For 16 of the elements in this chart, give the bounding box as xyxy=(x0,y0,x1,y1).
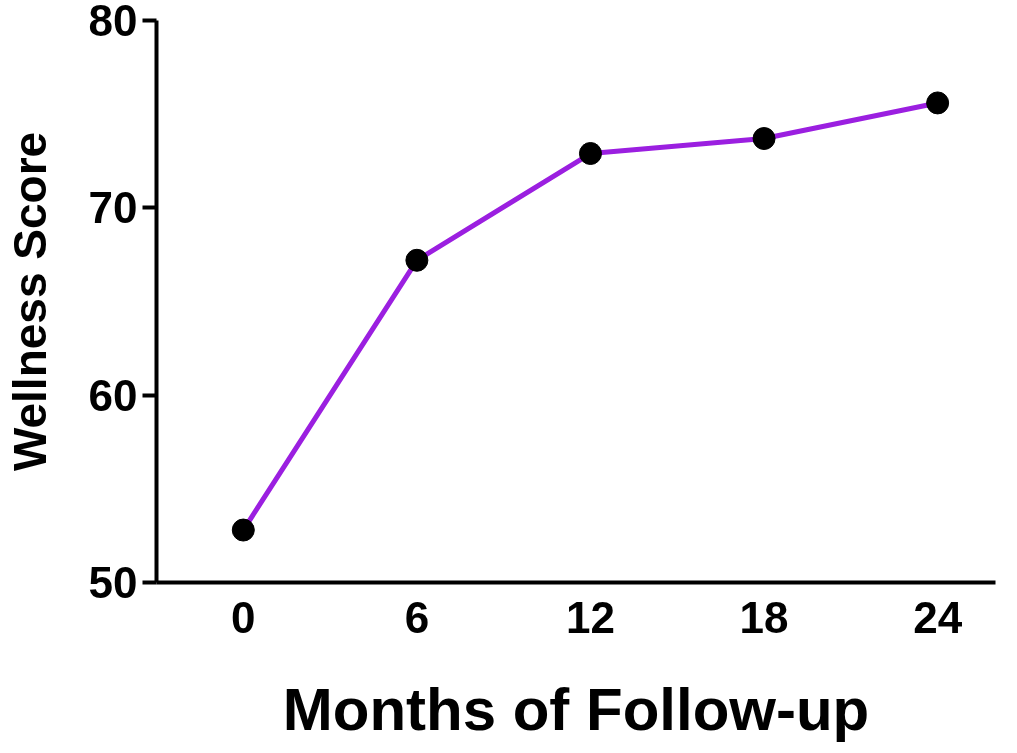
point xyxy=(231,518,255,542)
y-tick-label: 60 xyxy=(88,370,138,420)
x-axis-title: Months of Follow-up xyxy=(282,675,870,743)
y-tick-label: 70 xyxy=(88,183,138,233)
x-tick-label: 6 xyxy=(404,592,430,642)
x-tick-label: 18 xyxy=(739,592,789,642)
point xyxy=(578,142,602,165)
point xyxy=(405,248,429,272)
x-tick-label: 24 xyxy=(913,592,963,642)
y-tick-label: 80 xyxy=(88,0,138,45)
y-axis-title: Wellness Score xyxy=(3,131,56,472)
point xyxy=(926,91,950,115)
x-tick-label: 12 xyxy=(565,592,615,642)
point xyxy=(752,127,776,150)
x-tick-label: 0 xyxy=(231,592,256,642)
y-tick-label: 50 xyxy=(88,558,138,607)
